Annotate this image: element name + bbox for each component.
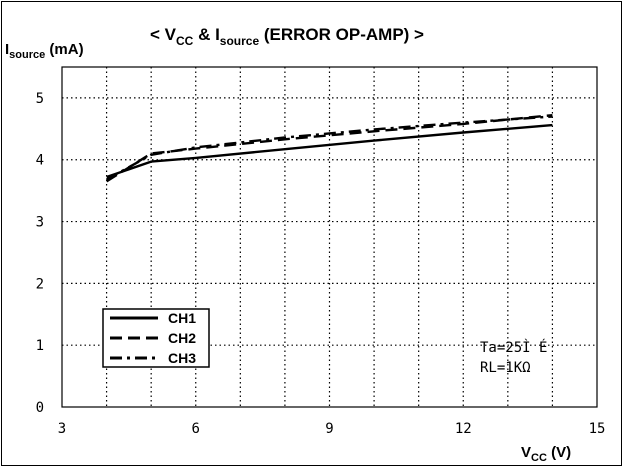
x-tick-label: 15 — [589, 421, 606, 437]
x-tick-label: 3 — [58, 421, 66, 437]
x-tick-label: 9 — [325, 421, 333, 437]
y-tick-label: 3 — [36, 215, 44, 231]
legend: CH1 CH2 CH3 — [102, 308, 210, 368]
y-tick-label: 4 — [36, 153, 44, 169]
grid — [62, 67, 597, 407]
annotation-load: RL=1KΩ — [480, 360, 531, 376]
x-axis-label: VCC (V) — [521, 444, 571, 464]
legend-label-ch2: CH2 — [168, 330, 196, 346]
y-tick-label: 2 — [36, 276, 44, 292]
legend-label-ch3: CH3 — [168, 350, 196, 366]
y-tick-label: 5 — [36, 91, 44, 107]
annotation-temperature: Ta=25Ì É — [480, 339, 547, 356]
legend-label-ch1: CH1 — [168, 310, 196, 326]
chart-title: < VCC & Isource (ERROR OP-AMP) > — [150, 25, 424, 48]
x-tick-label: 6 — [192, 421, 200, 437]
y-tick-label: 1 — [36, 338, 44, 354]
series-line-ch2 — [105, 114, 553, 183]
y-tick-label: 0 — [36, 400, 44, 416]
series-line-ch3 — [106, 115, 553, 181]
series-line-ch1 — [106, 123, 553, 179]
x-tick-labels: 3 6 9 12 15 — [58, 421, 606, 437]
y-tick-labels: 0 1 2 3 4 5 — [36, 91, 44, 416]
series-lines — [105, 114, 553, 183]
x-tick-label: 12 — [455, 421, 472, 437]
y-axis-label: Isource (mA) — [5, 41, 84, 61]
